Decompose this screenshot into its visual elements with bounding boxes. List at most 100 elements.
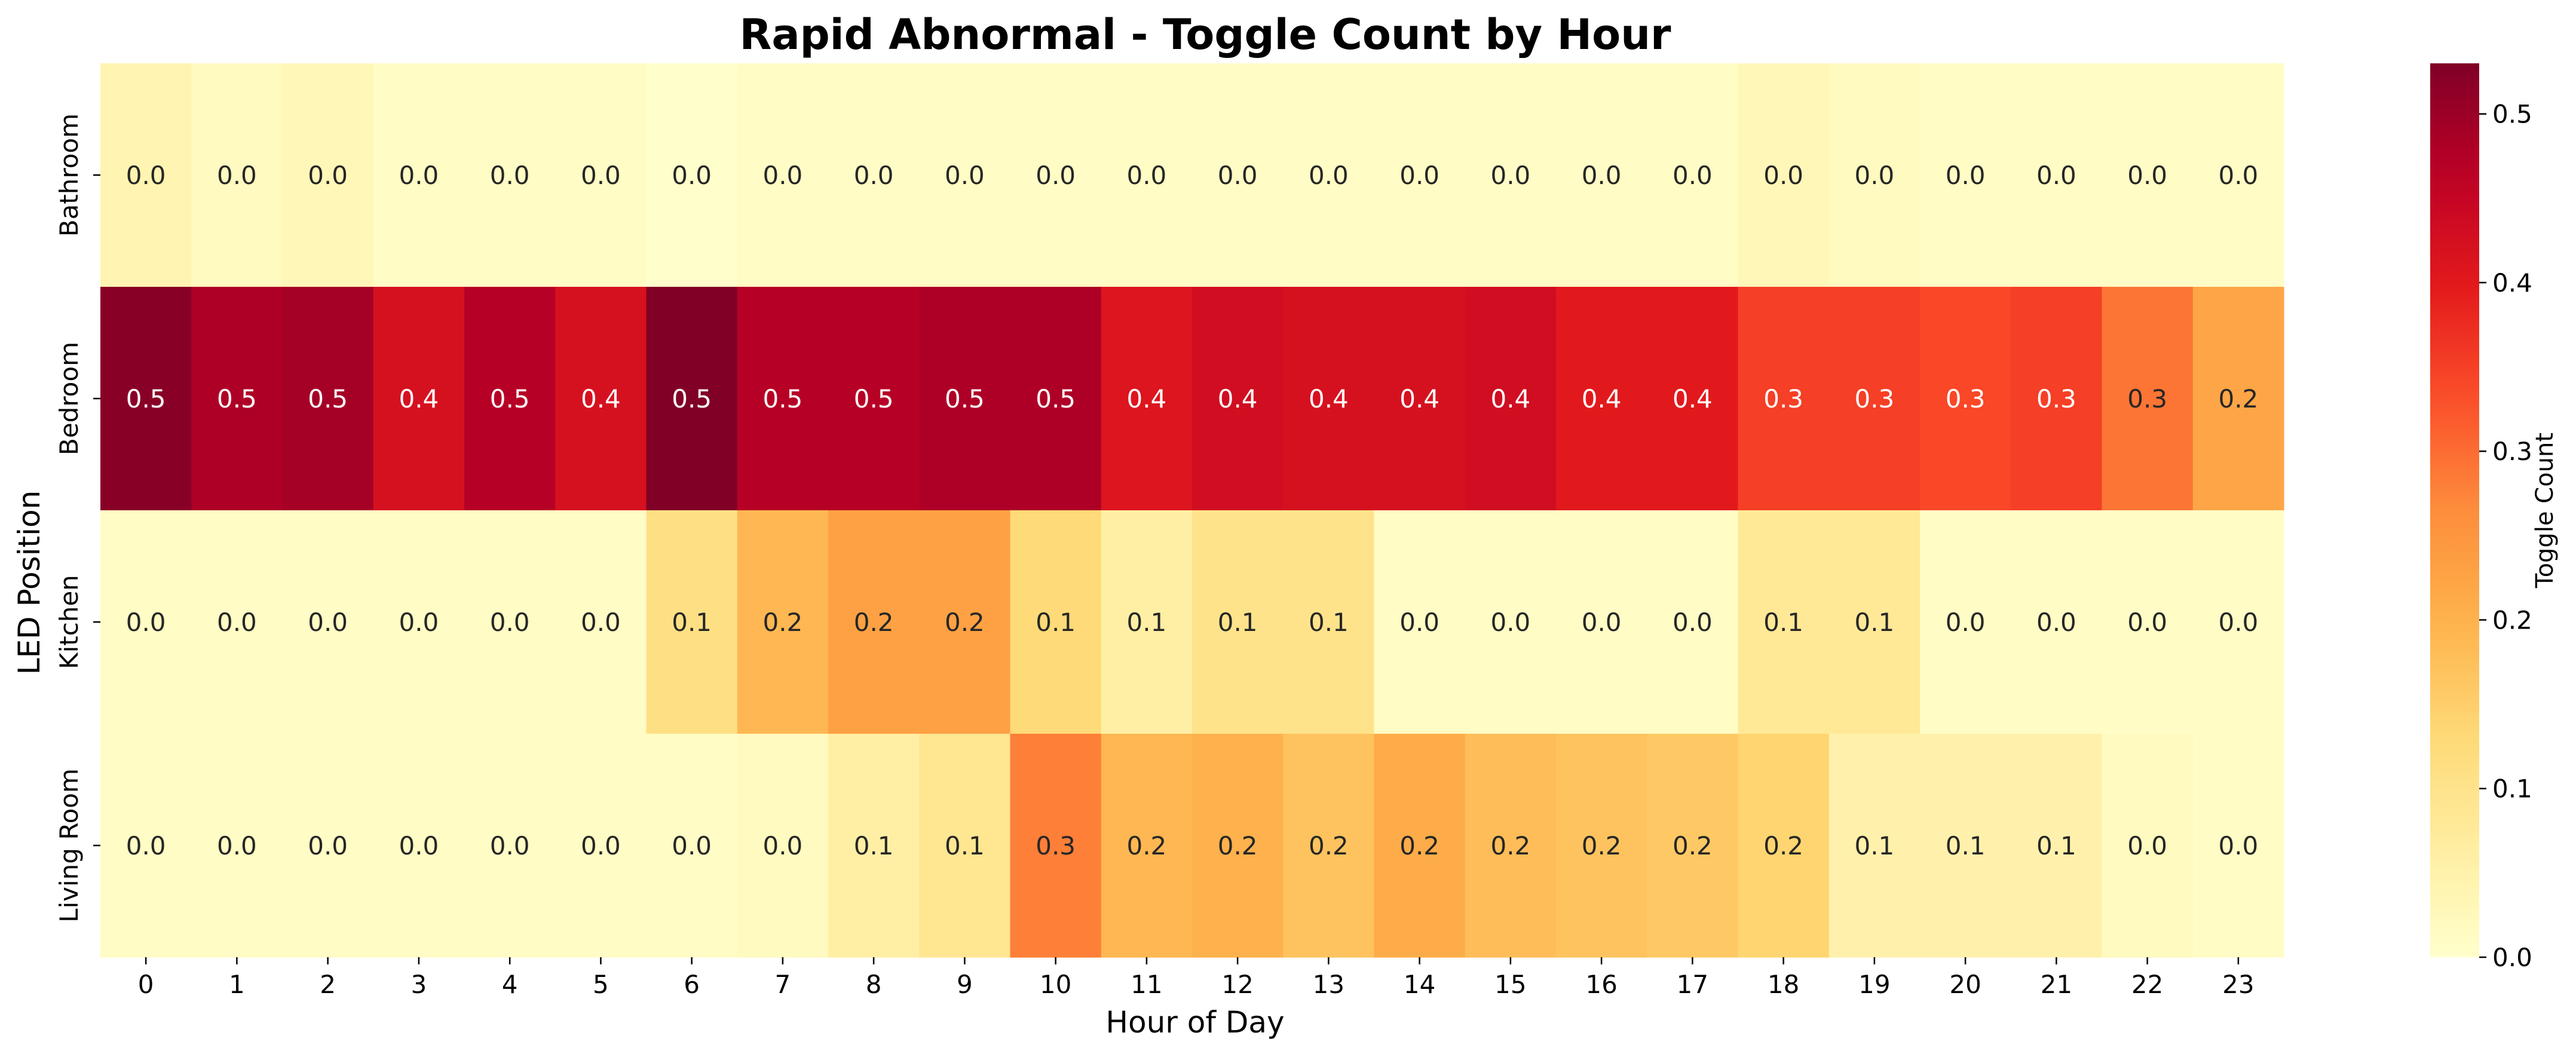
cell-value-label: 0.0 <box>217 161 257 190</box>
cell-value-label: 0.4 <box>1399 384 1439 413</box>
cell-value-label: 0.0 <box>1036 161 1076 190</box>
cell-value-label: 0.5 <box>308 384 348 413</box>
cell-value-label: 0.1 <box>672 608 712 637</box>
cell-value-label: 0.0 <box>2036 608 2076 637</box>
cell-value-label: 0.1 <box>1763 608 1803 637</box>
heatmap-cell <box>646 734 738 958</box>
cell-value-label: 0.0 <box>854 161 894 190</box>
heatmap-cell <box>191 63 283 287</box>
cell-value-label: 0.5 <box>217 384 257 413</box>
y-axis-ticks: Bathroom Bedroom Kitchen Living Room <box>54 114 100 923</box>
y-axis-label: LED Position <box>12 491 47 675</box>
cell-value-label: 0.2 <box>762 608 802 637</box>
heatmap-cell <box>191 510 283 734</box>
heatmap-cell <box>1920 510 2011 734</box>
x-tick-label: 11 <box>1131 970 1162 999</box>
x-tick-label: 2 <box>320 970 336 999</box>
heatmap-cell <box>1647 734 1739 958</box>
heatmap-cell <box>646 287 738 511</box>
colorbar-label: Toggle Count <box>2531 433 2559 589</box>
y-tick-label: Bathroom <box>54 114 84 237</box>
cell-value-label: 0.1 <box>1854 608 1894 637</box>
cell-value-label: 0.0 <box>1763 161 1803 190</box>
cell-value-label: 0.4 <box>1673 384 1713 413</box>
heatmap-cell <box>100 287 192 511</box>
cell-value-label: 0.0 <box>308 608 348 637</box>
heatmap-cell <box>555 734 647 958</box>
heatmap-cell <box>100 734 192 958</box>
cell-value-label: 0.0 <box>2218 161 2258 190</box>
x-tick-label: 6 <box>684 970 700 999</box>
heatmap-cell <box>1465 63 1557 287</box>
x-tick-label: 20 <box>1949 970 1981 999</box>
heatmap-cell <box>2102 287 2194 511</box>
heatmap-cell <box>1192 734 1284 958</box>
cell-value-label: 0.5 <box>490 384 530 413</box>
cell-value-label: 0.0 <box>1399 608 1439 637</box>
cell-value-label: 0.4 <box>1126 384 1166 413</box>
heatmap-cell <box>2011 63 2103 287</box>
heatmap-cell <box>737 287 829 511</box>
heatmap-cell <box>1283 734 1375 958</box>
heatmap-cell <box>2102 734 2194 958</box>
cell-value-label: 0.0 <box>581 831 621 860</box>
cell-value-label: 0.1 <box>1854 831 1894 860</box>
heatmap-cell <box>646 63 738 287</box>
cell-value-label: 0.1 <box>1036 608 1076 637</box>
heatmap-cell <box>828 734 920 958</box>
x-tick-label: 9 <box>957 970 973 999</box>
heatmap-cell <box>1647 510 1739 734</box>
x-tick-label: 8 <box>866 970 882 999</box>
cell-value-label: 0.0 <box>672 161 712 190</box>
cell-value-label: 0.1 <box>1126 608 1166 637</box>
heatmap-cell <box>373 287 465 511</box>
x-tick-label: 12 <box>1221 970 1253 999</box>
x-axis-label: Hour of Day <box>1105 1005 1284 1040</box>
cell-value-label: 0.0 <box>2218 831 2258 860</box>
cell-value-label: 0.2 <box>1490 831 1530 860</box>
heatmap-cell <box>1920 734 2011 958</box>
heatmap-cell <box>2011 734 2103 958</box>
colorbar-tick-label: 0.4 <box>2492 268 2532 298</box>
x-tick-label: 23 <box>2222 970 2254 999</box>
heatmap-cell <box>1920 63 2011 287</box>
heatmap-cell <box>1374 63 1466 287</box>
heatmap-cell <box>1101 734 1193 958</box>
heatmap-cell <box>737 63 829 287</box>
cell-value-label: 0.0 <box>2036 161 2076 190</box>
cell-value-label: 0.4 <box>1218 384 1258 413</box>
heatmap-cell <box>2192 734 2284 958</box>
cell-value-label: 0.0 <box>308 161 348 190</box>
x-tick-label: 13 <box>1313 970 1344 999</box>
heatmap-cell <box>1010 63 1102 287</box>
heatmap-cell <box>1828 734 1920 958</box>
cell-value-label: 0.2 <box>854 608 894 637</box>
cell-value-label: 0.0 <box>126 608 166 637</box>
x-tick-label: 15 <box>1494 970 1526 999</box>
cell-value-label: 0.3 <box>1036 831 1076 860</box>
heatmap-cell <box>737 734 829 958</box>
heatmap-cell <box>1101 63 1193 287</box>
heatmap-cell <box>1374 510 1466 734</box>
heatmap-cell <box>1192 287 1284 511</box>
cell-value-label: 0.0 <box>1854 161 1894 190</box>
cell-value-label: 0.2 <box>945 608 985 637</box>
cell-value-label: 0.3 <box>1854 384 1894 413</box>
cell-value-label: 0.4 <box>1582 384 1622 413</box>
heatmap-cell <box>1283 63 1375 287</box>
heatmap-cell <box>828 287 920 511</box>
heatmap-cell <box>1828 287 1920 511</box>
colorbar-tick-label: 0.0 <box>2492 943 2532 972</box>
x-tick-label: 16 <box>1585 970 1617 999</box>
cell-value-label: 0.0 <box>581 161 621 190</box>
heatmap-cell <box>1010 734 1102 958</box>
cell-value-label: 0.2 <box>1399 831 1439 860</box>
heatmap-cell <box>1738 510 1830 734</box>
colorbar-tick-label: 0.1 <box>2492 774 2532 804</box>
heatmap-cell <box>1192 510 1284 734</box>
heatmap-cell <box>1556 734 1647 958</box>
cell-value-label: 0.0 <box>672 831 712 860</box>
cell-value-label: 0.0 <box>399 831 439 860</box>
heatmap-cell <box>1556 63 1647 287</box>
cell-value-label: 0.0 <box>762 161 802 190</box>
